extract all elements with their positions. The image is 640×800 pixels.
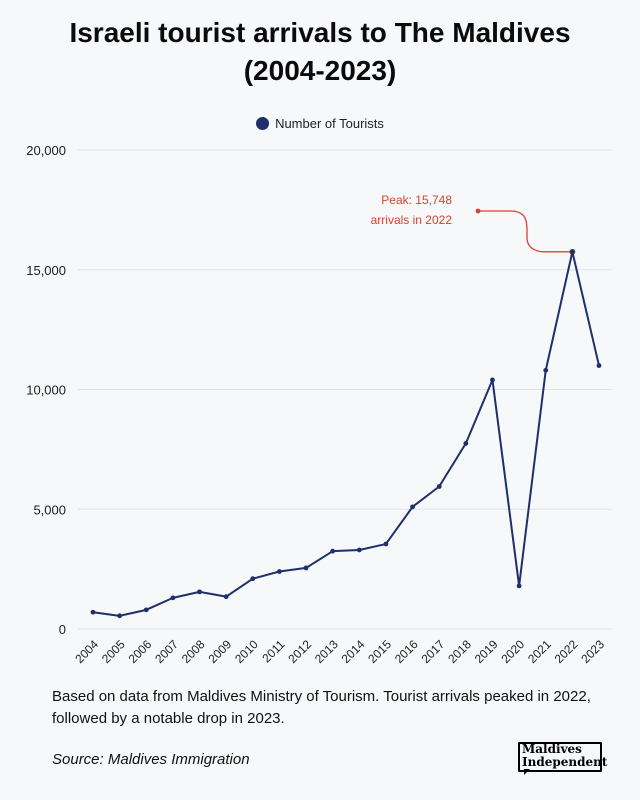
data-point xyxy=(436,484,442,489)
series-line xyxy=(92,250,600,617)
data-point xyxy=(117,613,123,619)
legend-marker-icon xyxy=(256,117,270,130)
x-tick-label: 2010 xyxy=(232,637,261,666)
data-point xyxy=(90,609,96,615)
x-tick-label: 2013 xyxy=(312,637,341,666)
logo-line1: Maldives xyxy=(522,742,582,756)
x-tick-label: 2007 xyxy=(152,637,181,666)
x-tick-label: 2019 xyxy=(472,637,501,666)
chart-title-line1: Israeli tourist arrivals to The Maldives xyxy=(69,17,571,48)
y-tick-label: 10,000 xyxy=(26,383,66,398)
x-tick-label: 2016 xyxy=(392,637,421,666)
grid-lines xyxy=(78,149,612,630)
peak-annotation: Peak: 15,748 arrivals in 2022 xyxy=(371,193,576,255)
x-tick-label: 2012 xyxy=(285,637,314,666)
data-point xyxy=(463,440,469,446)
footnote: Based on data from Maldives Ministry of … xyxy=(52,688,591,727)
data-point xyxy=(410,504,415,510)
x-tick-label: 2021 xyxy=(525,637,554,666)
data-point xyxy=(170,595,176,601)
y-axis-ticks: 0 5,000 10,000 15,000 20,000 xyxy=(26,143,66,637)
x-tick-label: 2006 xyxy=(126,637,155,666)
source-credit: Source: Maldives Immigration xyxy=(52,751,250,768)
legend-label: Number of Tourists xyxy=(275,116,384,131)
data-point xyxy=(197,589,202,595)
data-point xyxy=(303,565,309,571)
logo-speech-tail xyxy=(524,769,530,775)
x-tick-label: 2023 xyxy=(578,637,607,666)
data-point xyxy=(490,377,495,383)
data-point xyxy=(223,594,229,600)
data-point xyxy=(596,363,602,368)
chart-title-line2: (2004-2023) xyxy=(243,55,397,86)
x-tick-label: 2015 xyxy=(365,637,394,666)
maldives-independent-logo: Maldives Independent xyxy=(518,742,607,775)
x-tick-label: 2018 xyxy=(445,637,474,666)
x-tick-label: 2004 xyxy=(72,637,101,666)
annotation-line1: Peak: 15,748 xyxy=(381,193,452,207)
logo-line2: Independent xyxy=(522,755,608,769)
x-tick-label: 2011 xyxy=(259,637,287,665)
x-tick-label: 2017 xyxy=(419,637,448,666)
x-axis-ticks: 2004200520062007200820092010201120122013… xyxy=(72,637,607,666)
data-point xyxy=(277,569,282,574)
x-tick-label: 2008 xyxy=(179,637,208,666)
data-point xyxy=(356,547,362,553)
y-tick-label: 15,000 xyxy=(26,263,66,278)
series-number-of-tourists xyxy=(90,249,602,619)
data-point xyxy=(143,607,149,613)
y-tick-label: 20,000 xyxy=(26,143,66,158)
data-point xyxy=(330,548,336,554)
logo-text: Maldives Independent xyxy=(522,743,607,769)
y-tick-label: 0 xyxy=(59,622,66,637)
chart-title: Israeli tourist arrivals to The Maldives… xyxy=(0,14,640,90)
annotation-line2: arrivals in 2022 xyxy=(371,213,453,227)
data-point xyxy=(543,367,549,373)
data-point xyxy=(383,541,389,547)
x-tick-label: 2005 xyxy=(99,637,128,666)
data-point xyxy=(250,576,256,582)
x-tick-label: 2014 xyxy=(339,637,368,666)
data-point xyxy=(516,583,522,589)
x-tick-label: 2009 xyxy=(205,637,234,666)
logo-box xyxy=(518,742,602,772)
annotation-start-dot xyxy=(475,208,481,214)
y-tick-label: 5,000 xyxy=(33,502,66,517)
annotation-connector xyxy=(478,210,573,253)
chart-legend: Number of Tourists xyxy=(0,116,640,131)
data-point xyxy=(569,249,575,255)
x-tick-label: 2022 xyxy=(552,637,581,666)
x-tick-label: 2020 xyxy=(498,637,527,666)
